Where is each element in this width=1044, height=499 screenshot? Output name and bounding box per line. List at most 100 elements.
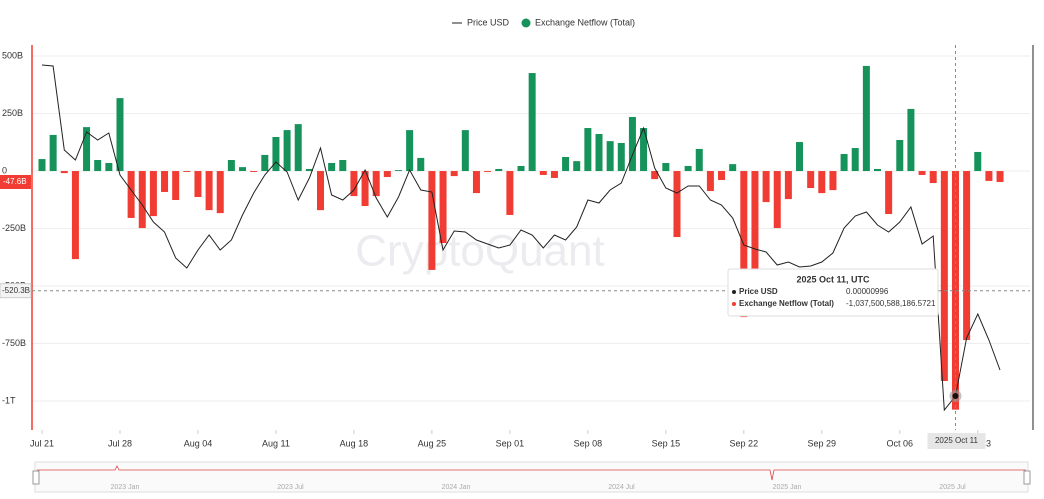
bar bbox=[250, 171, 258, 172]
tooltip-bullet bbox=[732, 290, 736, 294]
bar bbox=[472, 171, 480, 194]
x-tick-label: Aug 18 bbox=[340, 438, 369, 448]
bar bbox=[372, 171, 380, 197]
navigator-labels: 2023 Jan 2023 Jul 2024 Jan 2024 Jul 2025 Jan… bbox=[111, 484, 967, 491]
bar bbox=[684, 165, 692, 172]
bar bbox=[450, 171, 458, 177]
navigator-label: 2023 Jan bbox=[111, 484, 140, 491]
tooltip-value: -1,037,500,588,186.5721 bbox=[846, 299, 936, 308]
tooltip-value: 0.00000996 bbox=[846, 287, 889, 296]
bar bbox=[885, 171, 893, 215]
bar bbox=[940, 171, 948, 382]
bar bbox=[506, 171, 514, 215]
x-tick-label: Jul 28 bbox=[108, 438, 132, 448]
bar bbox=[918, 171, 926, 175]
bar bbox=[695, 148, 703, 172]
bar bbox=[662, 162, 670, 172]
bar bbox=[383, 171, 391, 178]
bar bbox=[272, 136, 280, 172]
crosshair-x-box bbox=[927, 433, 986, 449]
bar bbox=[874, 168, 881, 172]
legend-dot bbox=[521, 18, 531, 28]
bar bbox=[784, 171, 792, 200]
bar bbox=[595, 134, 603, 172]
bar bbox=[317, 171, 324, 211]
bar bbox=[116, 98, 124, 172]
navigator-label: 2025 Jul bbox=[939, 484, 966, 491]
tooltip-name: Price USD bbox=[739, 287, 778, 296]
tooltip-bullet bbox=[732, 302, 736, 306]
overlay: -520.3B 2025 Oct 11 -47.6B 2025 Oct 11, UTC… bbox=[0, 45, 1030, 449]
navigator-handle[interactable] bbox=[32, 470, 40, 485]
bar bbox=[127, 171, 135, 218]
bar bbox=[227, 159, 235, 172]
bar bbox=[974, 151, 982, 172]
bar bbox=[617, 142, 625, 172]
bar bbox=[673, 171, 681, 238]
bar bbox=[38, 159, 46, 172]
bar bbox=[584, 128, 592, 172]
y-tick-label: 250B bbox=[2, 108, 23, 118]
x-tick-label: Sep 29 bbox=[808, 438, 837, 448]
bar bbox=[807, 171, 815, 189]
bar bbox=[985, 171, 993, 181]
bar bbox=[829, 171, 837, 191]
bar bbox=[718, 171, 726, 181]
bar bbox=[205, 171, 213, 211]
bar bbox=[350, 171, 358, 197]
bar bbox=[628, 116, 636, 172]
legend-label: Exchange Netflow (Total) bbox=[535, 17, 635, 27]
bar bbox=[818, 171, 826, 194]
bar bbox=[751, 171, 759, 270]
bar bbox=[71, 171, 79, 260]
bar bbox=[428, 171, 436, 270]
x-tick-label: Aug 04 bbox=[184, 438, 213, 448]
bar bbox=[729, 164, 737, 172]
bar bbox=[706, 171, 714, 192]
bar bbox=[517, 165, 525, 172]
bar bbox=[49, 134, 57, 172]
bar bbox=[294, 124, 302, 172]
bar bbox=[361, 171, 369, 206]
bar bbox=[528, 73, 536, 172]
x-tick-label: Aug 25 bbox=[418, 438, 447, 448]
x-tick-label: Sep 01 bbox=[496, 438, 525, 448]
navigator-label: 2024 Jan bbox=[442, 484, 471, 491]
bar bbox=[172, 171, 180, 201]
watermark: CryptoQuant bbox=[355, 227, 604, 276]
bar bbox=[851, 148, 859, 172]
y-tick-label: -1T bbox=[2, 395, 16, 405]
bar bbox=[283, 130, 291, 172]
bar bbox=[840, 154, 848, 172]
bar bbox=[963, 171, 971, 341]
bar bbox=[417, 157, 425, 172]
plot bbox=[38, 64, 1004, 412]
navigator[interactable] bbox=[34, 461, 1029, 493]
navigator-label: 2023 Jul bbox=[277, 484, 304, 491]
x-tick-label: Sep 22 bbox=[730, 438, 759, 448]
legend: Price USD Exchange Netflow (Total) bbox=[452, 17, 635, 28]
bar bbox=[640, 128, 648, 172]
bar bbox=[651, 171, 659, 180]
last-value-label: -47.6B bbox=[3, 177, 27, 186]
bar bbox=[60, 171, 68, 174]
crosshair-y-label: -520.3B bbox=[2, 286, 30, 295]
bar bbox=[183, 171, 191, 172]
bar bbox=[996, 171, 1004, 182]
bar bbox=[484, 171, 492, 172]
tooltip: 2025 Oct 11, UTC Price USD 0.00000996 Excha… bbox=[727, 268, 939, 317]
bar bbox=[305, 168, 313, 172]
navigator-handle[interactable] bbox=[1023, 470, 1031, 485]
bar bbox=[83, 127, 91, 172]
crosshair-y-box bbox=[0, 283, 32, 299]
bar bbox=[606, 141, 614, 172]
y-tick-label: 500B bbox=[2, 50, 23, 60]
price-line bbox=[41, 64, 1001, 412]
bar bbox=[461, 130, 469, 172]
bar bbox=[194, 171, 202, 198]
tooltip-name: Exchange Netflow (Total) bbox=[739, 299, 834, 308]
legend-label: Price USD bbox=[467, 17, 510, 27]
crosshair-x-label: 2025 Oct 11 bbox=[935, 436, 979, 445]
